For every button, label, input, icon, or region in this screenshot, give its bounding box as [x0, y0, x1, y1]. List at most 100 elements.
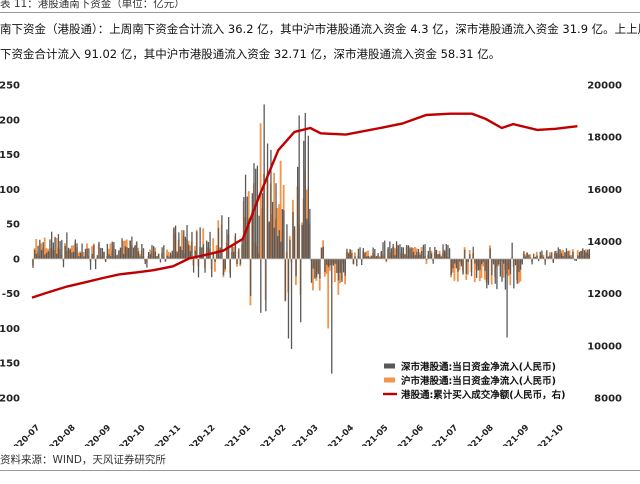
shenzhen-bar: [66, 232, 68, 259]
shenzhen-bar: [206, 240, 208, 259]
shenzhen-bar: [166, 255, 168, 259]
shanghai-bar: [279, 160, 282, 259]
shenzhen-bar: [467, 258, 469, 262]
shenzhen-bar: [255, 168, 257, 259]
shenzhen-bar: [164, 258, 167, 262]
shenzhen-bar: [346, 248, 348, 259]
shenzhen-bar: [487, 258, 490, 285]
shenzhen-bar: [395, 241, 398, 259]
summary-line-2: 下资金合计流入 91.02 亿，其中沪市港股通流入资金 32.71 亿，深市港股…: [0, 47, 501, 61]
shenzhen-bar: [191, 231, 193, 259]
shenzhen-bar: [509, 258, 512, 275]
shenzhen-bar: [271, 201, 274, 259]
shenzhen-bar: [577, 255, 579, 259]
shenzhen-bar: [156, 256, 158, 259]
shenzhen-bar: [514, 258, 517, 266]
shenzhen-bar: [513, 258, 515, 289]
shenzhen-bar: [81, 243, 83, 259]
shenzhen-bar: [51, 231, 53, 259]
shenzhen-bar: [435, 249, 438, 259]
shanghai-bar: [354, 252, 356, 259]
right-tick-label: 12000: [587, 289, 622, 300]
shenzhen-bar: [518, 258, 520, 273]
shenzhen-bar: [174, 225, 177, 259]
shenzhen-bar: [277, 235, 279, 259]
shenzhen-bar: [159, 258, 162, 263]
shenzhen-bar: [429, 247, 431, 259]
shanghai-bar: [393, 247, 396, 259]
shenzhen-bar: [300, 258, 302, 323]
shanghai-bar: [214, 258, 216, 272]
x-tick-label: 2021-06: [391, 423, 426, 446]
shenzhen-bar: [273, 227, 275, 259]
shenzhen-bar: [365, 256, 368, 259]
shenzhen-bar: [183, 230, 185, 259]
shenzhen-bar: [554, 250, 556, 259]
shenzhen-bar: [409, 248, 411, 259]
shenzhen-bar: [557, 247, 559, 259]
shenzhen-bar: [268, 221, 270, 259]
shanghai-bar: [273, 172, 276, 259]
shanghai-bar: [167, 251, 170, 259]
shenzhen-bar: [309, 208, 311, 259]
shenzhen-bar: [111, 241, 113, 259]
shenzhen-bar: [310, 258, 313, 283]
shanghai-bar: [535, 251, 538, 259]
shenzhen-bar: [270, 149, 272, 259]
shenzhen-bars: [32, 104, 591, 374]
shenzhen-bar: [394, 255, 396, 259]
shenzhen-bar: [121, 238, 123, 259]
shenzhen-bar: [430, 253, 433, 259]
shenzhen-bar: [570, 257, 573, 259]
x-tick-label: 2020-09: [79, 423, 114, 446]
shenzhen-bar: [209, 231, 211, 259]
shenzhen-bar: [519, 258, 522, 270]
shenzhen-bar: [574, 258, 576, 261]
shenzhen-bar: [169, 252, 172, 259]
shenzhen-bar: [332, 258, 335, 266]
shenzhen-bar: [486, 258, 488, 289]
shenzhen-bar: [202, 244, 205, 259]
shanghai-bar: [202, 228, 205, 259]
shanghai-bar: [334, 258, 336, 282]
shenzhen-bar: [392, 244, 394, 259]
shenzhen-bar: [475, 258, 478, 278]
shenzhen-bar: [416, 251, 418, 259]
shenzhen-bar: [334, 258, 336, 264]
shanghai-bar: [70, 245, 73, 259]
left-tick-label: 50: [6, 220, 20, 231]
shenzhen-bar: [411, 247, 413, 259]
shenzhen-bar: [181, 250, 183, 259]
shenzhen-bar: [422, 244, 425, 259]
shenzhen-bar: [528, 254, 530, 259]
shenzhen-bar: [304, 112, 306, 259]
shanghai-bar: [139, 253, 141, 259]
shenzhen-bar: [298, 115, 300, 259]
x-tick-label: 2021-04: [321, 423, 356, 446]
shenzhen-bar: [402, 247, 405, 259]
shenzhen-bar: [387, 247, 389, 259]
right-axis-ticks: 20000 18000 16000 14000 12000 10000 8000: [587, 81, 622, 405]
left-tick-label: 200: [0, 115, 20, 126]
shenzhen-bar: [401, 247, 403, 259]
shenzhen-bar: [450, 258, 452, 276]
shenzhen-bar: [432, 258, 434, 264]
shanghai-bar: [325, 258, 328, 274]
shenzhen-bar: [482, 258, 485, 262]
shenzhen-bar: [147, 252, 150, 259]
shenzhen-bar: [375, 256, 378, 259]
chart-legend: 深市港股通:当日资金净流入(人民币) 沪市港股通:当日资金净流入(人民币) 港股通:…: [383, 361, 565, 401]
x-tick-label: 2021-08: [461, 423, 496, 446]
shenzhen-bar: [189, 251, 191, 259]
shenzhen-bar: [440, 256, 443, 259]
left-tick-label: -150: [0, 359, 20, 370]
shenzhen-bar: [74, 239, 76, 259]
shenzhen-bar: [452, 258, 454, 269]
shenzhen-bar: [439, 253, 441, 259]
shenzhen-bar: [260, 258, 262, 313]
shanghai-bar: [365, 251, 368, 259]
shanghai-bars: [31, 123, 591, 329]
source-divider: [0, 470, 640, 471]
shanghai-bar: [519, 258, 522, 282]
shenzhen-bar: [547, 256, 550, 259]
